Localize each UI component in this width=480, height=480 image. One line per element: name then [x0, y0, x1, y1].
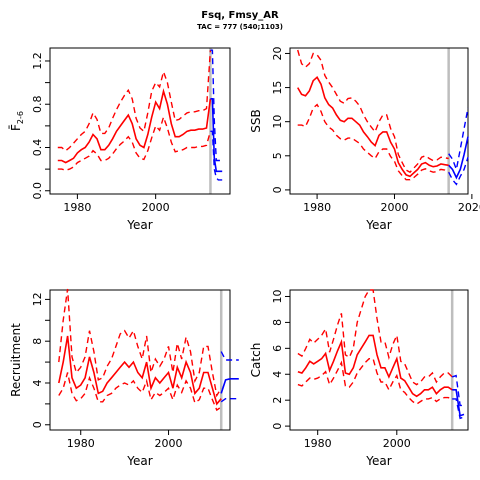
historic-upper-line — [297, 49, 449, 174]
historic-median-line — [58, 335, 222, 406]
plot-frame — [289, 47, 469, 195]
projection-upper-line — [210, 49, 223, 162]
projection-lower-line — [452, 398, 465, 420]
projection-median-line — [220, 378, 239, 394]
y-tick-label: 0 — [271, 423, 284, 430]
x-tick-label: 2000 — [383, 437, 411, 450]
historic-upper-line — [58, 288, 222, 398]
plot-frame — [289, 289, 469, 431]
x-axis-label: Year — [126, 218, 152, 232]
y-tick-label: 0 — [271, 186, 284, 193]
y-tick-label: 6 — [271, 345, 284, 352]
y-tick-label: 0.0 — [31, 182, 44, 200]
projection-median-line — [452, 389, 465, 417]
x-axis-label: Year — [126, 454, 152, 468]
x-tick-label: 1980 — [67, 437, 95, 450]
historic-median-line — [57, 88, 212, 164]
historic-lower-line — [297, 358, 453, 405]
historic-lower-line — [297, 103, 450, 181]
y-tick-label: 20 — [271, 46, 284, 60]
historic-lower-line — [58, 372, 222, 412]
y-axis-label: Catch — [249, 343, 263, 378]
x-tick-label: 1980 — [303, 201, 331, 214]
y-tick-label: 8 — [31, 338, 44, 345]
projection-upper-line — [448, 107, 469, 172]
x-tick-label: 2000 — [142, 201, 170, 214]
projection-lower-line — [448, 156, 469, 186]
y-tick-label: 0.4 — [31, 139, 44, 157]
projection-median-line — [448, 136, 469, 180]
panel-3: 1980 2000 0 4 8 12 Year Recruitment — [9, 288, 239, 468]
x-tick-label: 1980 — [63, 201, 91, 214]
y-tick-label: 0 — [31, 421, 44, 428]
y-tick-label: 1.2 — [31, 52, 44, 70]
x-axis-label: Year — [365, 218, 391, 232]
historic-median-line — [297, 76, 449, 178]
y-tick-label: 10 — [271, 115, 284, 129]
projection-upper-line — [220, 351, 239, 361]
historic-lower-line — [57, 114, 212, 171]
y-axis-label-subscript: 2-6 — [16, 111, 25, 124]
historic-upper-line — [57, 50, 212, 152]
y-tick-label: 4 — [271, 371, 284, 378]
figure-subtitle: TAC = 777 (540;1103) — [197, 23, 283, 31]
panel-1: 1980 2000 0.0 0.4 0.8 1.2 Year F̄2-6 — [9, 47, 231, 232]
panel-4: 1980 2000 0 2 4 6 8 10 Year Catch — [249, 289, 469, 468]
y-axis-label: SSB — [249, 109, 263, 132]
y-tick-label: 4 — [31, 379, 44, 386]
y-tick-label: 5 — [271, 152, 284, 159]
y-tick-label: 8 — [271, 319, 284, 326]
y-axis-label: F̄2-6 — [9, 111, 25, 131]
y-tick-label: 12 — [31, 292, 44, 306]
historic-median-line — [297, 334, 453, 398]
x-tick-label: 2000 — [380, 201, 408, 214]
y-axis-label: Recruitment — [9, 323, 23, 397]
x-tick-label: 2000 — [155, 437, 183, 450]
x-tick-label: 1980 — [304, 437, 332, 450]
historic-upper-line — [297, 289, 453, 386]
plot-frame — [49, 289, 231, 431]
projection-lower-line — [220, 398, 239, 403]
plot-frame — [49, 47, 231, 195]
y-tick-label: 10 — [271, 289, 284, 303]
figure-title: Fsq, Fmsy_AR — [201, 10, 279, 21]
projection-upper-line — [451, 374, 464, 407]
y-tick-label: 15 — [271, 81, 284, 95]
x-axis-label: Year — [365, 454, 391, 468]
y-tick-label: 2 — [271, 397, 284, 404]
projection-lower-line — [210, 130, 223, 181]
y-tick-label: 0.8 — [31, 95, 44, 113]
projection-median-line — [210, 98, 223, 173]
